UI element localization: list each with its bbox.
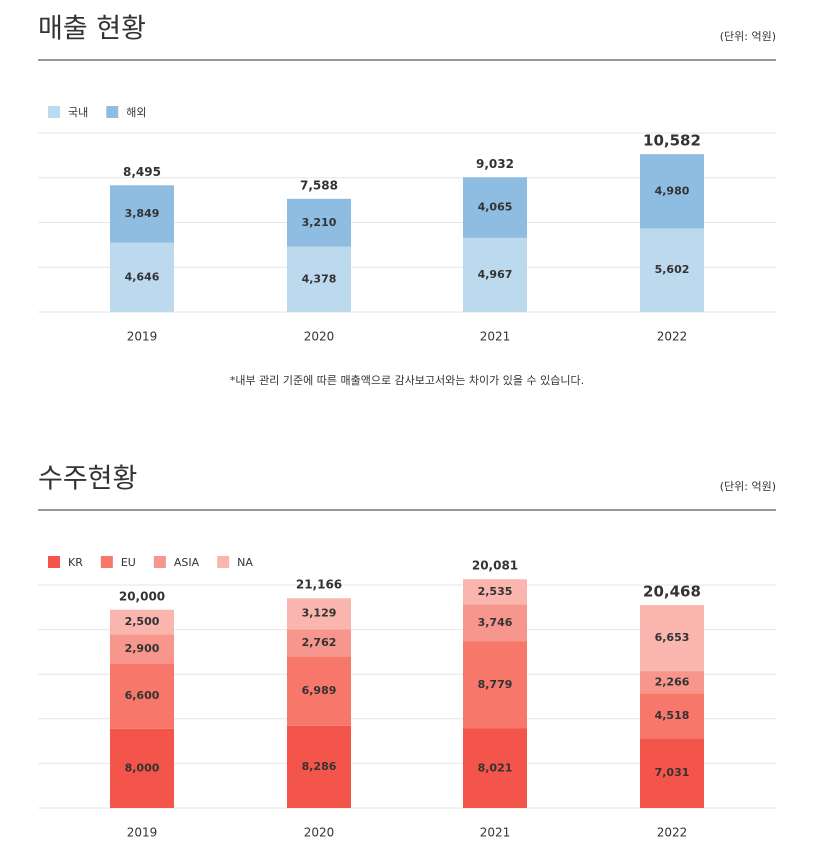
x-tick-label: 2020 xyxy=(304,330,335,344)
segment-label: 8,000 xyxy=(125,761,160,774)
x-tick-label: 2019 xyxy=(127,330,158,344)
segment-label: 6,989 xyxy=(302,684,337,697)
segment-label: 4,065 xyxy=(478,201,513,214)
bar-segment xyxy=(110,634,174,664)
bar-segment xyxy=(110,728,174,808)
chart-title: 수주현황 xyxy=(38,464,137,495)
unit-label: (단위: 억원) xyxy=(720,30,776,43)
total-label: 20,000 xyxy=(119,589,165,603)
segment-label: 8,779 xyxy=(478,678,513,691)
segment-label: 2,500 xyxy=(125,615,160,628)
bar-segment xyxy=(640,228,704,312)
segment-label: 2,266 xyxy=(655,675,690,688)
chart: 매출 현황 (단위: 억원) 국내 해외 4,646 3,849 8,495 2019 4,37… xyxy=(38,14,776,387)
segment-label: 4,980 xyxy=(655,184,690,197)
total-label: 9,032 xyxy=(476,157,514,171)
legend-swatch xyxy=(153,556,166,568)
legend-swatch xyxy=(100,556,113,568)
legend-label: ASIA xyxy=(174,556,200,569)
total-label: 20,468 xyxy=(643,583,701,601)
legend-swatch xyxy=(48,556,60,568)
segment-label: 4,378 xyxy=(302,272,337,285)
note: *내부 관리 기준에 따른 매출액으로 감사보고서와는 차이가 있을 수 있습니… xyxy=(230,374,584,387)
segment-label: 5,602 xyxy=(655,263,690,276)
bar-segment xyxy=(463,604,527,642)
bar-segment xyxy=(463,728,527,808)
bar-segment xyxy=(640,605,704,672)
x-tick-label: 2019 xyxy=(127,826,158,840)
segment-label: 3,210 xyxy=(302,216,337,229)
bar-segment xyxy=(110,609,174,635)
x-tick-label: 2021 xyxy=(480,330,511,344)
legend-label: 국내 xyxy=(68,106,88,119)
segment-label: 2,535 xyxy=(478,585,513,598)
bar-segment xyxy=(640,671,704,694)
bar-segment xyxy=(463,177,527,238)
x-tick-label: 2022 xyxy=(657,826,688,840)
x-tick-label: 2022 xyxy=(657,330,688,344)
total-label: 20,081 xyxy=(472,559,518,573)
legend-label: KR xyxy=(68,556,83,569)
segment-label: 2,762 xyxy=(302,636,337,649)
total-label: 10,582 xyxy=(643,132,701,150)
segment-label: 4,646 xyxy=(125,270,160,283)
total-label: 7,588 xyxy=(300,178,338,192)
legend-swatch xyxy=(106,106,119,118)
bar-segment xyxy=(287,629,351,657)
bar-segment xyxy=(463,579,527,605)
segment-label: 4,967 xyxy=(478,268,513,281)
total-label: 21,166 xyxy=(296,578,342,592)
bar-segment xyxy=(110,242,174,312)
legend-label: NA xyxy=(237,556,253,569)
bar-segment xyxy=(110,663,174,729)
legend-label: EU xyxy=(121,556,136,569)
chart: 수주현황 (단위: 억원) KR EU ASIA NA 8,000 6,600 2,900 2,5… xyxy=(38,464,776,840)
bar-segment xyxy=(640,693,704,739)
x-tick-label: 2021 xyxy=(480,826,511,840)
bar-segment xyxy=(287,656,351,726)
bar-segment xyxy=(463,237,527,312)
legend-label: 해외 xyxy=(126,105,146,119)
bar-segment xyxy=(287,598,351,630)
bar-segment xyxy=(287,198,351,247)
segment-label: 6,653 xyxy=(655,631,690,644)
segment-label: 4,518 xyxy=(655,709,690,722)
segment-label: 8,021 xyxy=(478,761,513,774)
bar-segment xyxy=(463,641,527,729)
bar-segment xyxy=(287,246,351,312)
segment-label: 7,031 xyxy=(655,766,690,779)
legend-swatch xyxy=(48,106,60,118)
bar-segment xyxy=(287,725,351,808)
total-label: 8,495 xyxy=(123,165,161,179)
bar-segment xyxy=(640,738,704,808)
segment-label: 3,849 xyxy=(125,207,160,220)
segment-label: 3,129 xyxy=(302,607,337,620)
segment-label: 8,286 xyxy=(302,760,337,773)
segment-label: 3,746 xyxy=(478,616,513,629)
segment-label: 2,900 xyxy=(125,642,160,655)
bar-segment xyxy=(640,154,704,229)
bar-segment xyxy=(110,185,174,243)
legend-swatch xyxy=(217,556,230,568)
chart-title: 매출 현황 xyxy=(38,14,146,45)
x-tick-label: 2020 xyxy=(304,826,335,840)
unit-label: (단위: 억원) xyxy=(720,480,776,493)
segment-label: 6,600 xyxy=(125,689,160,702)
